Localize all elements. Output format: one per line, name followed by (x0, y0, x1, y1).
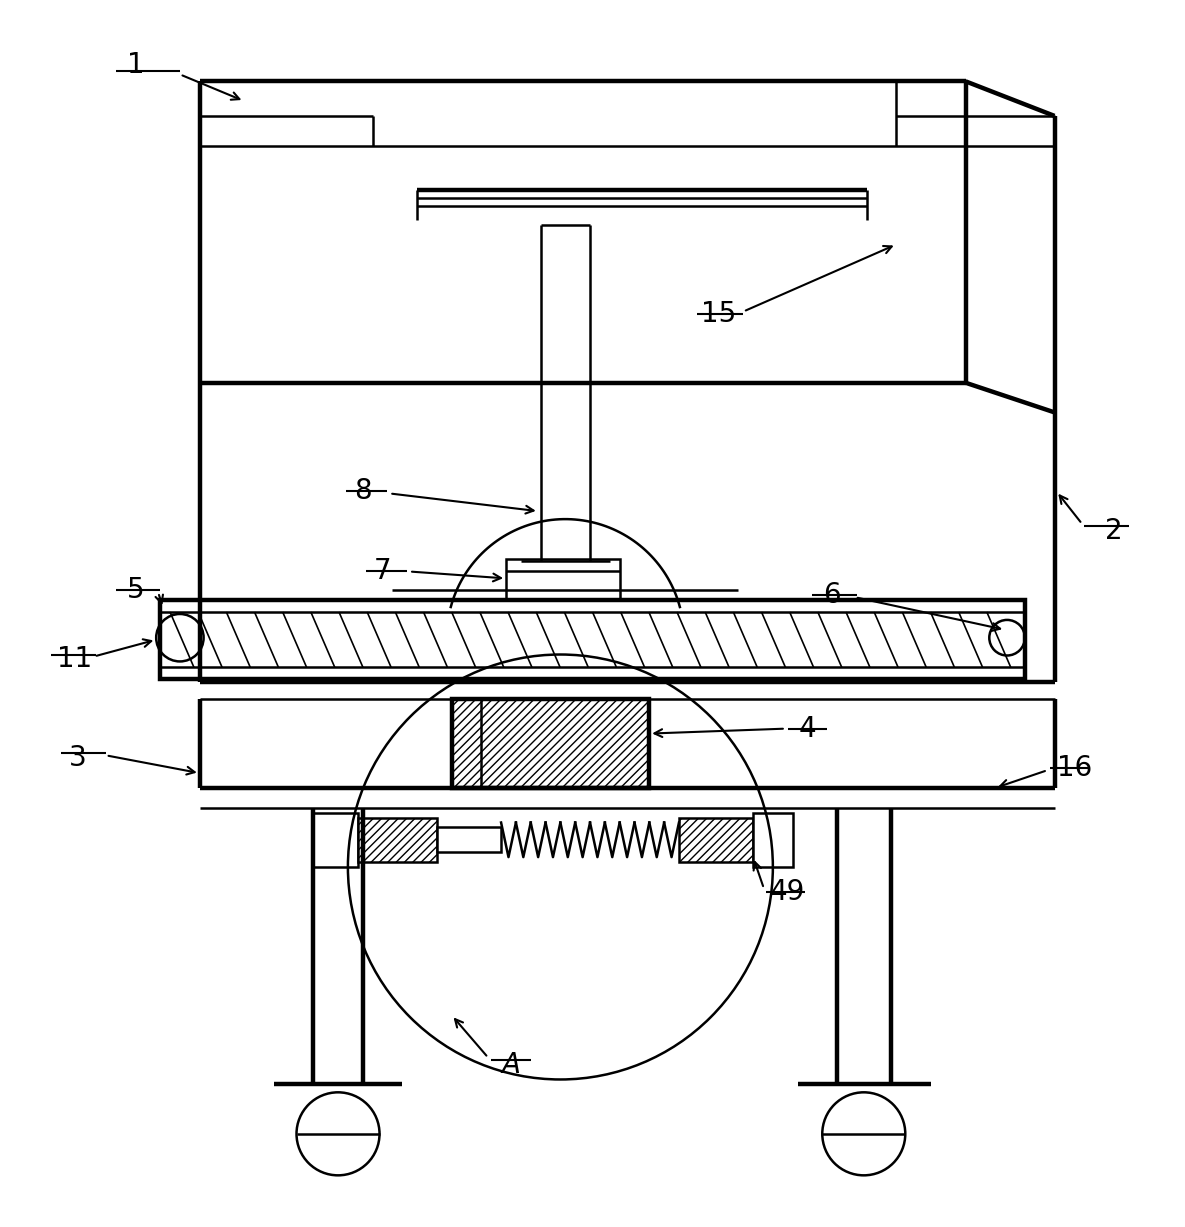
Text: 2: 2 (1104, 517, 1122, 545)
Text: A: A (501, 1050, 520, 1079)
Bar (160, 600, 1025, 680)
Text: 49: 49 (770, 877, 806, 906)
Text: 6: 6 (824, 582, 841, 610)
Text: 1: 1 (127, 50, 145, 79)
Bar (437, 827, 501, 853)
Bar (313, 812, 358, 867)
Text: 16: 16 (1057, 755, 1091, 782)
Text: 15: 15 (700, 299, 736, 328)
Text: 4: 4 (799, 714, 816, 742)
Text: 5: 5 (127, 577, 145, 604)
Bar (358, 817, 437, 863)
Text: 7: 7 (373, 557, 391, 584)
Text: 8: 8 (354, 477, 372, 506)
Bar (754, 812, 793, 867)
Bar (451, 699, 649, 788)
Text: 11: 11 (57, 645, 91, 674)
Bar (679, 817, 754, 863)
Bar (451, 699, 649, 788)
Text: 3: 3 (69, 745, 87, 772)
Bar (506, 558, 620, 610)
